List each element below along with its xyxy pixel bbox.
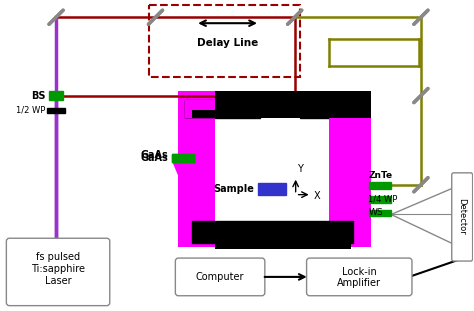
Polygon shape (192, 210, 354, 224)
Bar (173, 154, 194, 162)
Bar (173, 154, 194, 162)
Polygon shape (173, 162, 215, 210)
Bar (369, 182, 391, 189)
Polygon shape (192, 118, 215, 224)
Bar (185, 100, 260, 118)
Bar (369, 196, 391, 202)
Text: 1/2 WP: 1/2 WP (16, 106, 45, 115)
Polygon shape (185, 100, 192, 118)
Text: Delay Line: Delay Line (198, 38, 259, 48)
Bar (47, 109, 65, 114)
Bar (178, 91, 371, 118)
Text: Computer: Computer (196, 272, 245, 282)
Text: WS: WS (368, 208, 383, 217)
Text: ZnTe: ZnTe (368, 171, 392, 180)
Text: Detector: Detector (457, 198, 466, 235)
Polygon shape (354, 100, 364, 118)
Text: Amplifier: Amplifier (337, 278, 381, 288)
Text: GaAs: GaAs (141, 150, 168, 160)
Polygon shape (178, 118, 215, 210)
Polygon shape (192, 100, 215, 110)
FancyBboxPatch shape (175, 258, 265, 296)
Polygon shape (329, 118, 354, 224)
Bar (178, 100, 215, 247)
Text: BS: BS (31, 91, 45, 100)
Bar (300, 91, 371, 118)
Bar (300, 100, 364, 118)
Text: Y: Y (297, 164, 302, 174)
Text: X: X (313, 191, 320, 201)
Bar (215, 91, 300, 118)
Text: GaAs: GaAs (141, 153, 168, 163)
Bar (215, 91, 300, 118)
Bar (192, 221, 353, 243)
Bar (178, 210, 371, 247)
Polygon shape (329, 162, 364, 210)
Bar (215, 221, 351, 249)
Bar (300, 91, 371, 118)
Bar (329, 100, 371, 247)
Bar (215, 221, 351, 249)
Bar (369, 210, 391, 216)
FancyBboxPatch shape (6, 238, 110, 306)
Bar (215, 118, 329, 221)
Text: Ti:sapphire: Ti:sapphire (31, 264, 85, 274)
Text: fs pulsed: fs pulsed (36, 252, 80, 262)
Text: 1/4 WP: 1/4 WP (368, 194, 398, 203)
Bar (49, 91, 63, 100)
Polygon shape (329, 118, 371, 210)
FancyBboxPatch shape (307, 258, 412, 296)
Text: Lock-in: Lock-in (342, 267, 377, 277)
FancyBboxPatch shape (452, 173, 473, 261)
Bar (258, 183, 286, 195)
Text: Laser: Laser (45, 276, 72, 286)
Text: Sample: Sample (213, 184, 254, 194)
